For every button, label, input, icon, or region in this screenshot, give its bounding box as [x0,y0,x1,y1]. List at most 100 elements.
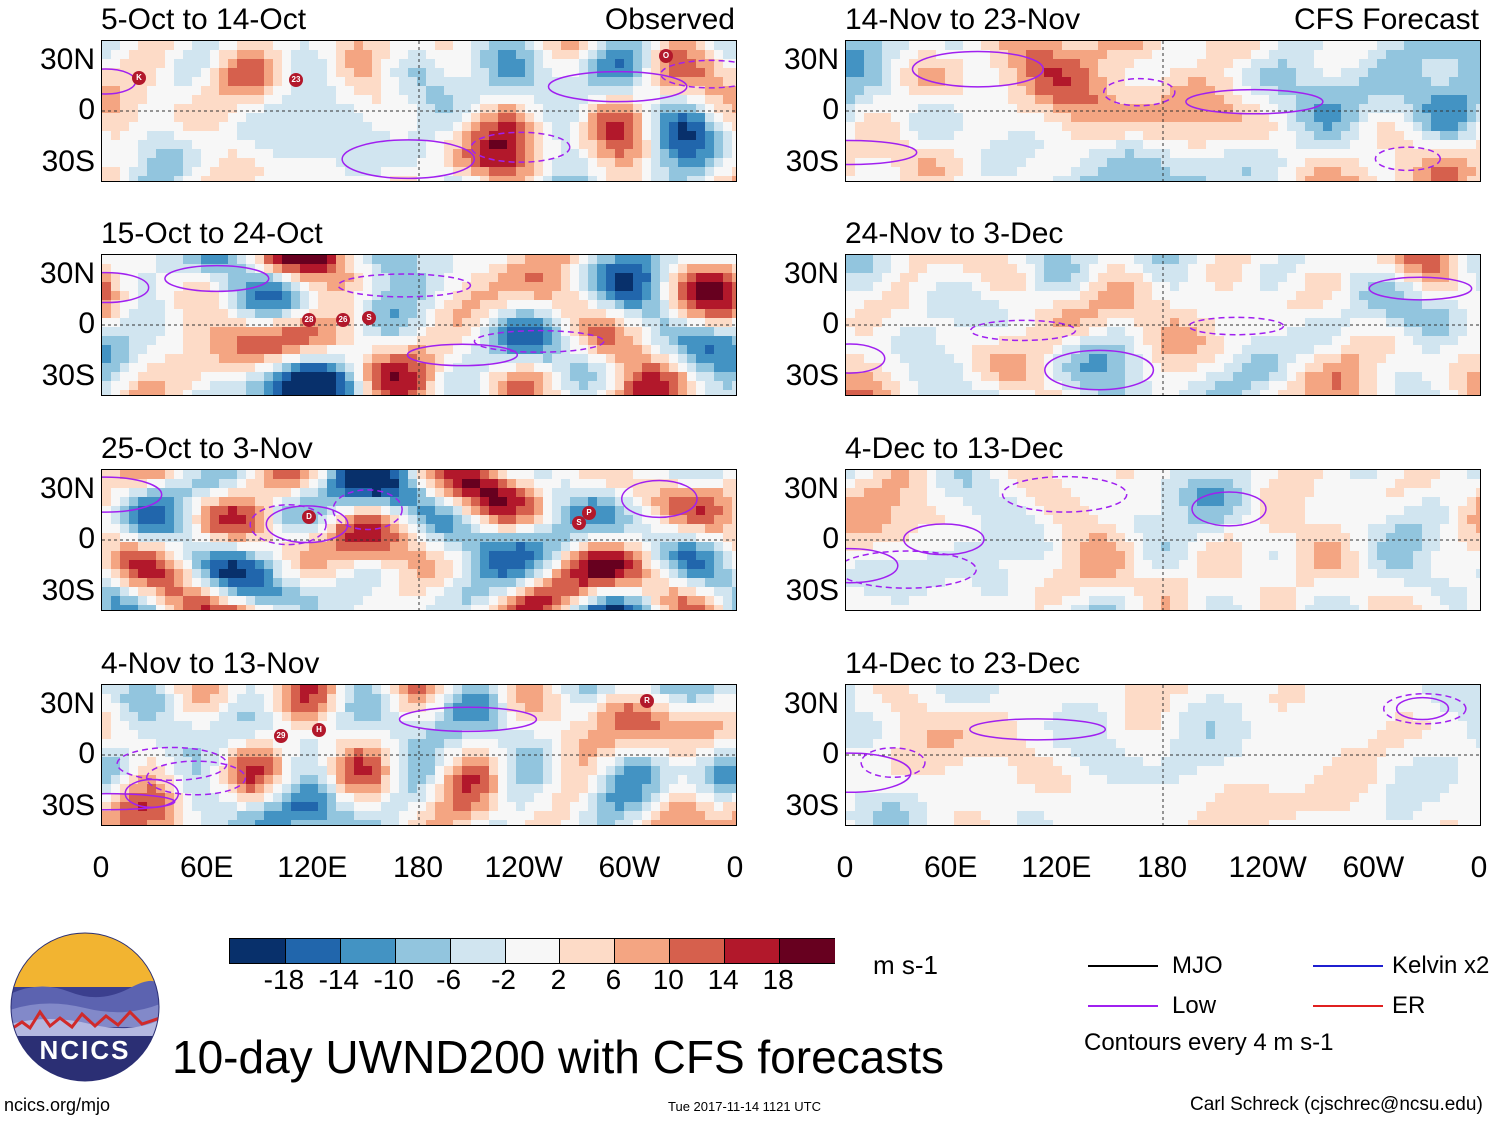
lon-tick-0-4: 120W [484,851,563,884]
forecast-panel-4-lat-1: 0 [822,737,839,770]
forecast-panel-4-map [845,684,1481,826]
low-contour [547,70,688,103]
storm-marker: D [302,510,316,524]
legend-mjo-line [1088,965,1158,967]
ncics-logo-graphic [10,932,160,1082]
low-contour [332,489,403,531]
low-contour [620,479,698,519]
lon-tick-1-3: 180 [1136,851,1188,884]
low-contour [969,319,1077,342]
lon-tick-1-5: 60W [1342,851,1405,884]
site-link[interactable]: ncics.org/mjo [4,1095,111,1115]
colorbar-tick: 18 [762,964,794,995]
low-contour [660,59,736,89]
legend-mjo-label: MJO [1172,952,1223,979]
forecast-panel-1-lat-0: 30N [783,43,839,76]
colorbar [229,938,836,964]
observed-panel-2-lat-2: 30S [41,359,95,392]
colorbar-tick: -2 [491,964,516,995]
legend-low-line [1088,1005,1158,1007]
forecast-panel-2-title: 24-Nov to 3-Dec [845,217,1064,250]
observed-panel-3-field [102,470,736,610]
observed-panel-2-field [102,255,736,395]
low-contour [1188,316,1285,336]
forecast-panel-2-lat-0: 30N [783,257,839,290]
logo-text: NCICS [39,1035,131,1065]
low-contour [341,139,476,180]
observed-panel-4-map [101,684,737,826]
storm-marker: K [132,71,146,85]
low-contour [1382,693,1467,725]
colorbar-cell [339,939,397,963]
forecast-panel-3-lat-2: 30S [785,574,839,607]
observed-panel-1-title: 5-Oct to 14-Oct [101,3,307,36]
lon-tick-1-0: 0 [836,851,854,884]
forecast-panel-1-title: 14-Nov to 23-Nov [845,3,1081,36]
colorbar-cell [284,939,342,963]
author-credit: Carl Schreck (cjschrec@ncsu.edu) [1190,1094,1483,1115]
low-contour [969,718,1107,741]
low-contour [398,706,538,733]
observed-label: Observed [604,3,735,36]
timestamp: Tue 2017-11-14 1121 UTC [668,1099,821,1114]
units-label: m s-1 [873,950,938,980]
low-contour [1102,77,1176,107]
lon-tick-1-6: 0 [1470,851,1488,884]
observed-panel-2-lat-1: 0 [78,307,95,340]
low-contour [1395,696,1450,721]
forecast-panel-4-field [846,685,1480,825]
chart-title: 10-day UWND200 with CFS forecasts [172,1031,945,1083]
observed-panel-1-lat-2: 30S [41,145,95,178]
lon-tick-0-3: 180 [392,851,444,884]
storm-marker: 28 [302,313,316,327]
observed-panel-1-lat-1: 0 [78,93,95,126]
observed-panel-1-field [102,41,736,181]
lon-tick-0-2: 120E [277,851,348,884]
forecast-panel-4-lat-0: 30N [783,687,839,720]
colorbar-cell [779,939,836,963]
forecast-panel-3-title: 4-Dec to 13-Dec [845,432,1064,465]
observed-panel-4-lat-0: 30N [39,687,95,720]
ncics-logo: NCICS [10,932,160,1082]
storm-marker: O [659,49,673,63]
lon-tick-0-1: 60E [179,851,234,884]
storm-marker: R [640,694,654,708]
forecast-panel-3-map [845,469,1481,611]
storm-marker: 23 [289,73,303,87]
low-contour [1374,146,1441,172]
observed-panel-3-title: 25-Oct to 3-Nov [101,432,313,465]
forecast-panel-2-lat-2: 30S [785,359,839,392]
colorbar-cell [230,939,286,963]
low-contour [116,746,228,782]
observed-panel-1-map [101,40,737,182]
colorbar-cell [669,939,726,963]
low-contour [102,271,150,304]
low-contour [102,476,163,513]
colorbar-tick: -6 [436,964,462,995]
legend-kelvin-line [1313,965,1383,967]
legend-er-line [1313,1005,1383,1007]
low-contour [846,550,977,589]
lon-tick-0-0: 0 [92,851,110,884]
low-contour [265,505,349,544]
forecast-panel-1-map [845,40,1481,182]
low-contour [911,50,1045,88]
low-contour [846,752,912,794]
observed-panel-3-lat-2: 30S [41,574,95,607]
legend-kelvin-label: Kelvin x2 [1392,952,1490,979]
forecast-panel-2-field [846,255,1480,395]
storm-marker: P [582,506,596,520]
forecast-label: CFS Forecast [1293,3,1479,36]
observed-panel-1-lat-0: 30N [39,43,95,76]
forecast-panel-2-map [845,254,1481,396]
legend-low-label: Low [1172,992,1217,1019]
low-contour [337,273,472,298]
forecast-panel-2-lat-1: 0 [822,307,839,340]
lon-tick-1-2: 120E [1021,851,1092,884]
low-contour [473,329,605,353]
forecast-panel-4-lat-2: 30S [785,789,839,822]
observed-panel-2-lat-0: 30N [39,257,95,290]
low-contour [846,139,918,166]
colorbar-tick: -10 [373,964,414,995]
colorbar-cell [394,939,452,963]
